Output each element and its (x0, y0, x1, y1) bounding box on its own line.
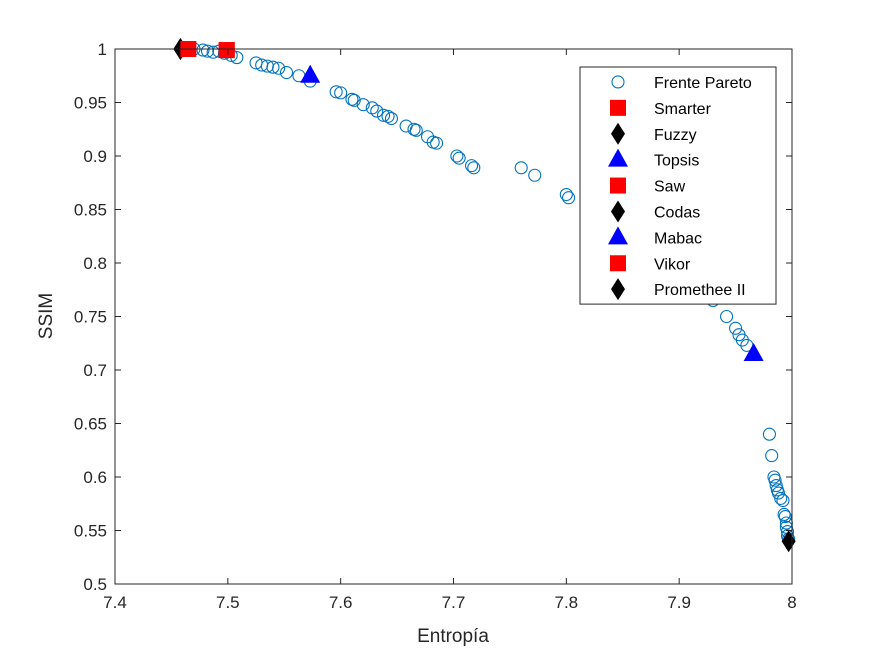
y-tick-label: 1 (98, 40, 107, 59)
legend-label-codas: Codas (654, 204, 700, 221)
legend-marker-fuzzy (611, 122, 625, 145)
frente-pareto-point (279, 65, 294, 80)
legend-label-topsis: Topsis (654, 153, 699, 170)
frente-pareto-point (266, 60, 280, 74)
legend-label-frente-pareto: Frente Pareto (654, 75, 752, 92)
frente-pareto-point (272, 61, 286, 75)
x-tick-label: 7.8 (555, 593, 579, 612)
x-tick-label: 7.4 (103, 593, 127, 612)
mabac-point (743, 342, 764, 361)
y-tick-label: 0.75 (74, 308, 107, 327)
legend-label-vikor: Vikor (654, 256, 691, 273)
y-tick-label: 0.85 (74, 201, 107, 220)
y-tick-label: 0.65 (74, 415, 107, 434)
frente-pareto-point (409, 123, 423, 137)
legend-label-saw: Saw (654, 179, 686, 196)
frente-pareto-point (430, 136, 444, 150)
frente-pareto-point (347, 93, 361, 107)
legend-label-promethee-ii: Promethee II (654, 282, 746, 299)
y-tick-label: 0.8 (83, 254, 107, 273)
frente-pareto-point (384, 112, 398, 126)
y-axis-label: SSIM (36, 293, 57, 339)
y-tick-label: 0.7 (83, 361, 107, 380)
legend-marker-promethee-ii (611, 278, 625, 301)
frente-pareto-point (452, 151, 466, 165)
legend-marker-vikor (610, 255, 626, 272)
y-tick-label: 0.95 (74, 94, 107, 113)
frente-pareto-point (334, 86, 348, 100)
frente-pareto-point (528, 168, 542, 182)
y-tick-label: 0.5 (83, 575, 107, 594)
legend-marker-smarter (610, 99, 626, 116)
topsis-point (300, 64, 321, 83)
frente-pareto-point (376, 108, 391, 122)
frente-pareto-point (381, 109, 395, 123)
legend-label-fuzzy: Fuzzy (654, 127, 697, 144)
frente-pareto-point (370, 104, 384, 118)
legend-marker-saw (610, 177, 626, 194)
legend-marker-mabac (608, 226, 628, 245)
frente-pareto-point (407, 122, 421, 136)
frente-pareto-point (196, 43, 210, 57)
y-tick-label: 0.55 (74, 522, 107, 541)
frente-pareto-point (765, 449, 779, 463)
vikor-point (218, 42, 235, 59)
x-tick-label: 7.7 (442, 593, 466, 612)
frente-pareto-point (562, 191, 576, 205)
y-tick-label: 0.9 (83, 147, 107, 166)
y-tick-label: 0.6 (83, 468, 107, 487)
frente-pareto-point (345, 92, 359, 106)
frente-pareto-point (720, 309, 734, 324)
x-tick-label: 7.9 (667, 593, 691, 612)
axes: 7.4 7.5 7.6 7.7 7.8 7.9 8 0.5 0.55 0.6 0.65 0.7 0.75… (74, 40, 797, 612)
x-axis-label: Entropía (417, 626, 489, 647)
frente-pareto-point (768, 473, 782, 487)
frente-pareto-point (729, 321, 743, 335)
frente-pareto-point (450, 149, 464, 163)
frente-pareto-point (467, 161, 481, 175)
x-tick-label: 8 (787, 593, 796, 612)
x-tick-label: 7.6 (329, 593, 353, 612)
frente-pareto-point (774, 491, 788, 505)
frente-pareto-point (365, 101, 379, 115)
legend-marker-codas (611, 200, 625, 223)
legend-marker-topsis (608, 148, 628, 167)
frente-pareto-point (777, 507, 791, 522)
x-tick-label: 7.5 (216, 593, 240, 612)
frente-pareto-point (762, 427, 776, 441)
frente-pareto-point (778, 510, 792, 524)
frente-pareto-point (356, 98, 370, 112)
frente-pareto-point (514, 161, 528, 175)
frente-pareto-point (776, 493, 790, 508)
legend: Frente Pareto Smarter Fuzzy Topsis Saw Codas M… (579, 66, 777, 305)
frente-pareto-point (465, 159, 479, 173)
frente-pareto-point (559, 187, 573, 202)
legend-label-mabac: Mabac (654, 230, 702, 247)
legend-marker-frente-pareto (611, 75, 625, 89)
legend-label-smarter: Smarter (654, 101, 712, 118)
frente-pareto-point (329, 85, 343, 99)
frente-pareto-point (200, 44, 215, 58)
